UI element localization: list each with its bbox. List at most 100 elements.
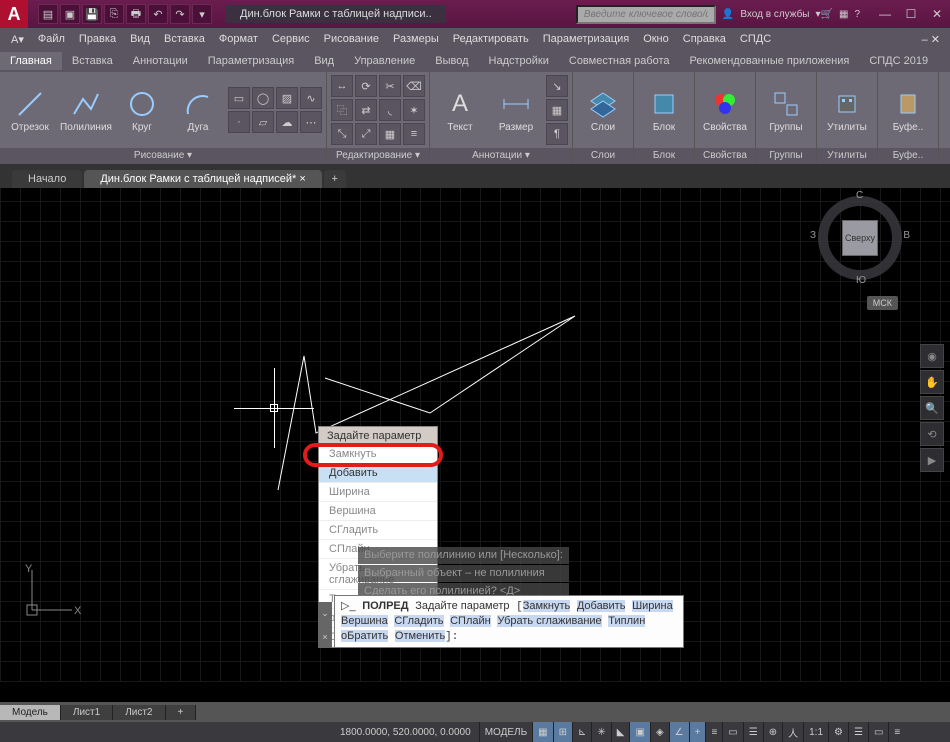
status-grid-icon[interactable]: ▦: [532, 722, 552, 742]
menu-window[interactable]: Окно: [636, 33, 676, 45]
menu-draw[interactable]: Рисование: [317, 33, 386, 45]
status-lwt-icon[interactable]: ≡: [705, 722, 722, 742]
tool-rect-icon[interactable]: ▭: [228, 87, 250, 109]
nav-zoom-icon[interactable]: 🔍: [920, 396, 944, 420]
tool-explode-icon[interactable]: ✶: [403, 99, 425, 121]
nav-wheel-icon[interactable]: ◉: [920, 344, 944, 368]
menu-help[interactable]: Справка: [676, 33, 733, 45]
menu-spds[interactable]: СПДС: [733, 33, 778, 45]
app-menu-icon[interactable]: A▾: [4, 33, 31, 46]
tab-insert[interactable]: Вставка: [62, 52, 123, 70]
tab-view[interactable]: Вид: [304, 52, 344, 70]
nav-pan-icon[interactable]: ✋: [920, 370, 944, 394]
qat-undo-icon[interactable]: ↶: [148, 4, 168, 24]
app-logo[interactable]: A: [0, 0, 28, 28]
doc-tab-active[interactable]: Дин.блок Рамки с таблицей надписей* ×: [84, 170, 321, 188]
menu-item-width[interactable]: Ширина: [319, 483, 437, 502]
menu-insert[interactable]: Вставка: [157, 33, 212, 45]
status-model-toggle[interactable]: МОДЕЛЬ: [479, 722, 532, 742]
menu-tools[interactable]: Сервис: [265, 33, 317, 45]
tab-home[interactable]: Главная: [0, 52, 62, 70]
status-isodraft-icon[interactable]: ◣: [611, 722, 630, 742]
layout-tab-add[interactable]: +: [166, 705, 197, 720]
qat-redo-icon[interactable]: ↷: [170, 4, 190, 24]
search-input[interactable]: [576, 5, 716, 24]
maximize-button[interactable]: ☐: [898, 4, 924, 24]
qat-more-icon[interactable]: ▾: [192, 4, 212, 24]
status-annoscale-icon[interactable]: 人: [782, 722, 803, 742]
qat-plot-icon[interactable]: 🖶: [126, 4, 146, 24]
status-ortho-icon[interactable]: ⊾: [572, 722, 591, 742]
tool-move-icon[interactable]: ↔: [331, 75, 353, 97]
cmd-grip[interactable]: ⌄×: [318, 602, 332, 648]
help-icon[interactable]: ?: [854, 9, 860, 20]
tool-rotate-icon[interactable]: ⟳: [355, 75, 377, 97]
menu-item-add[interactable]: Добавить: [319, 464, 437, 483]
tool-spline-icon[interactable]: ∿: [300, 87, 322, 109]
status-coords[interactable]: 1800.0000, 520.0000, 0.0000: [340, 727, 471, 738]
menu-parametric[interactable]: Параметризация: [536, 33, 636, 45]
wcs-badge[interactable]: МСК: [867, 296, 898, 310]
signin-label[interactable]: Вход в службы: [740, 9, 809, 20]
tool-layers[interactable]: Слои: [577, 88, 629, 133]
status-3dosnap-icon[interactable]: ◈: [650, 722, 669, 742]
doc-tab-start[interactable]: Начало: [12, 170, 82, 188]
menu-edit[interactable]: Правка: [72, 33, 123, 45]
doc-tab-close-icon[interactable]: ×: [299, 173, 305, 185]
tab-parametric[interactable]: Параметризация: [198, 52, 304, 70]
tool-offset-icon[interactable]: ≡: [403, 123, 425, 145]
tool-copy-icon[interactable]: ⿻: [331, 99, 353, 121]
tool-array-icon[interactable]: ▦: [379, 123, 401, 145]
tab-collab[interactable]: Совместная работа: [559, 52, 680, 70]
status-dyn-icon[interactable]: +: [689, 722, 706, 742]
tool-utilities[interactable]: Утилиты: [821, 88, 873, 133]
cart-icon[interactable]: ▾🛒: [816, 9, 833, 20]
signin-icon[interactable]: 👤: [722, 9, 734, 20]
status-polar-icon[interactable]: ✳: [591, 722, 610, 742]
drawing-canvas[interactable]: Сверху С Ю В З МСК ◉ ✋ 🔍 ⟲ ▶ Задайте пар…: [0, 188, 950, 682]
tab-annotate[interactable]: Аннотации: [123, 52, 198, 70]
tool-more-icon[interactable]: ⋯: [300, 111, 322, 133]
tool-table-icon[interactable]: ▦: [546, 99, 568, 121]
tab-featured[interactable]: Рекомендованные приложения: [680, 52, 860, 70]
qat-open-icon[interactable]: ▣: [60, 4, 80, 24]
status-custom-icon[interactable]: ≡: [888, 722, 905, 742]
tool-groups[interactable]: Группы: [760, 88, 812, 133]
command-line[interactable]: ▷_ ПОЛРЕД Задайте параметр [Замкнуть Доб…: [334, 595, 684, 648]
layout-tab-sheet2[interactable]: Лист2: [113, 705, 165, 720]
tool-erase-icon[interactable]: ⌫: [403, 75, 425, 97]
tool-stretch-icon[interactable]: ⤡: [331, 123, 353, 145]
tool-clipboard[interactable]: Буфе..: [882, 88, 934, 133]
tool-revcloud-icon[interactable]: ☁: [276, 111, 298, 133]
layout-tab-model[interactable]: Модель: [0, 705, 61, 720]
qat-save-icon[interactable]: 💾: [82, 4, 102, 24]
nav-showmotion-icon[interactable]: ▶: [920, 448, 944, 472]
tool-polyline[interactable]: Полилиния: [60, 88, 112, 133]
viewcube-top[interactable]: Сверху: [842, 220, 878, 256]
menu-item-vertex[interactable]: Вершина: [319, 502, 437, 521]
status-ws-icon[interactable]: ⚙: [828, 722, 848, 742]
tool-mtext-icon[interactable]: ¶: [546, 123, 568, 145]
close-button[interactable]: ✕: [924, 4, 950, 24]
status-scale[interactable]: 1:1: [803, 722, 828, 742]
tool-trim-icon[interactable]: ✂: [379, 75, 401, 97]
qat-new-icon[interactable]: ▤: [38, 4, 58, 24]
tool-dimension[interactable]: Размер: [490, 88, 542, 133]
tool-leader-icon[interactable]: ↘: [546, 75, 568, 97]
minimize-button[interactable]: —: [872, 4, 898, 24]
tool-text[interactable]: AТекст: [434, 88, 486, 133]
tab-manage[interactable]: Управление: [344, 52, 425, 70]
status-osnap-icon[interactable]: ▣: [629, 722, 649, 742]
menu-dimension[interactable]: Размеры: [386, 33, 446, 45]
tool-properties[interactable]: Свойства: [699, 88, 751, 133]
tool-line[interactable]: Отрезок: [4, 88, 56, 133]
nav-orbit-icon[interactable]: ⟲: [920, 422, 944, 446]
tool-fillet-icon[interactable]: ◟: [379, 99, 401, 121]
status-otrack-icon[interactable]: ∠: [669, 722, 689, 742]
tool-pt-icon[interactable]: ·: [228, 111, 250, 133]
tool-view[interactable]: Вид: [943, 88, 950, 133]
doc-tab-new[interactable]: +: [324, 170, 346, 188]
status-tpy-icon[interactable]: ▭: [722, 722, 742, 742]
qat-saveas-icon[interactable]: ⎘: [104, 4, 124, 24]
tool-ellipse-icon[interactable]: ◯: [252, 87, 274, 109]
